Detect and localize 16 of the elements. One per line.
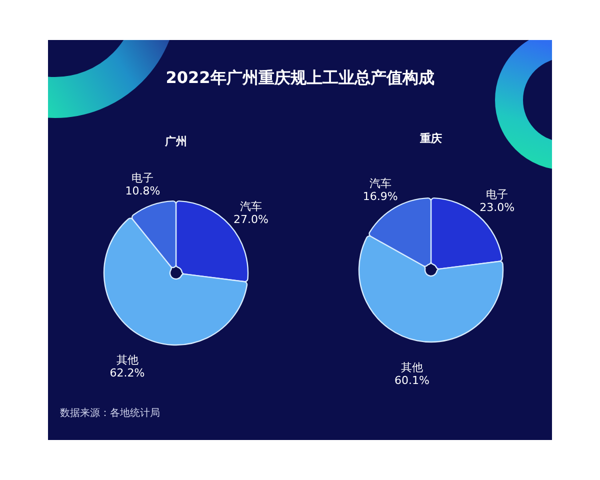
data-label: 16.9% <box>362 190 398 203</box>
slice-label: 电子 <box>132 172 154 185</box>
data-label: 62.2% <box>110 366 145 380</box>
slice-label: 汽车 <box>369 176 392 190</box>
data-label: 60.1% <box>394 374 430 388</box>
slice-label: 汽车 <box>240 200 262 213</box>
chart-title: 重庆 <box>419 132 442 145</box>
slice-label: 电子 <box>486 188 508 201</box>
chart-title: 广州 <box>164 135 187 148</box>
data-label: 23.0% <box>480 200 515 214</box>
text: 2022年广州重庆规上工业总产值构成 <box>164 68 436 89</box>
data-label: 10.8% <box>125 184 160 198</box>
slice-label: 其他 <box>400 361 423 374</box>
slice-label: 其他 <box>116 353 138 366</box>
data-label: 27.0% <box>234 212 268 226</box>
source-note: 数据来源：各地统计局 <box>60 406 160 420</box>
